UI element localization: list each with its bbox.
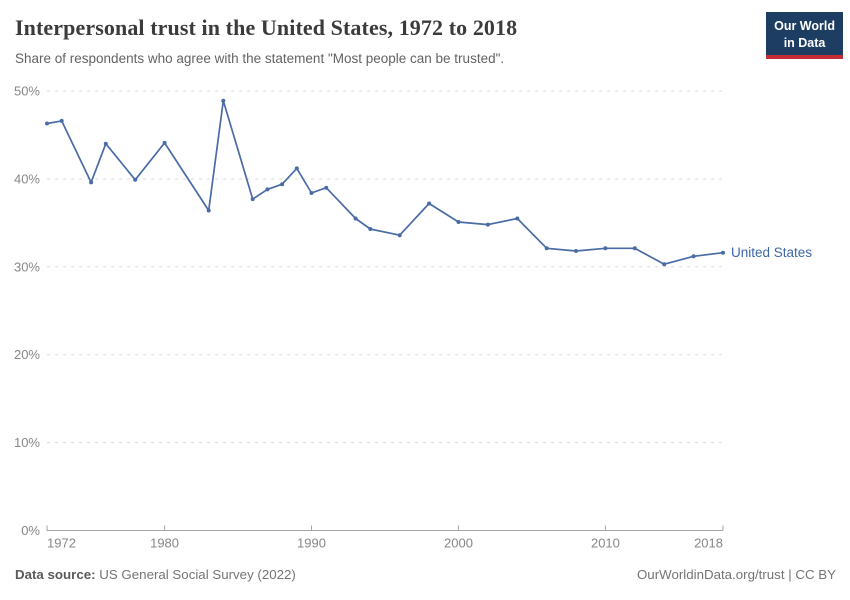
data-point bbox=[721, 250, 725, 255]
data-point bbox=[89, 180, 94, 185]
x-tick-label: 2000 bbox=[444, 536, 473, 551]
data-source-label: Data source: bbox=[15, 567, 96, 582]
data-point bbox=[632, 246, 637, 251]
data-point bbox=[574, 249, 578, 253]
y-tick-label: 10% bbox=[14, 435, 40, 450]
data-point bbox=[515, 216, 520, 221]
data-point bbox=[294, 166, 299, 171]
chart-footer: Data source: US General Social Survey (2… bbox=[15, 567, 836, 582]
data-point bbox=[250, 197, 255, 202]
x-tick-label: 1990 bbox=[297, 536, 326, 551]
owid-logo-line2: in Data bbox=[783, 35, 826, 50]
data-point bbox=[324, 185, 329, 190]
chart-title: Interpersonal trust in the United States… bbox=[15, 15, 518, 40]
data-point bbox=[45, 121, 49, 126]
data-point bbox=[221, 98, 226, 103]
data-point bbox=[662, 262, 667, 267]
data-point bbox=[309, 191, 314, 195]
data-point bbox=[427, 201, 432, 206]
data-point bbox=[691, 254, 696, 259]
x-tick-label: 1972 bbox=[47, 536, 76, 551]
series-label: United States bbox=[731, 245, 812, 260]
data-point bbox=[265, 187, 270, 192]
data-point bbox=[133, 177, 138, 182]
data-source: Data source: US General Social Survey (2… bbox=[15, 567, 296, 582]
data-point bbox=[456, 220, 461, 224]
x-tick-label: 2018 bbox=[694, 536, 723, 551]
data-point bbox=[368, 227, 373, 231]
y-tick-label: 0% bbox=[21, 523, 40, 538]
x-tick-label: 2010 bbox=[591, 536, 620, 551]
y-tick-label: 40% bbox=[14, 171, 40, 186]
credit-text: OurWorldinData.org/trust | CC BY bbox=[636, 567, 836, 582]
data-point bbox=[603, 246, 608, 251]
y-tick-label: 30% bbox=[14, 259, 40, 274]
data-point bbox=[353, 216, 358, 221]
chart-header: Interpersonal trust in the United States… bbox=[15, 13, 755, 67]
data-source-value: US General Social Survey (2022) bbox=[99, 567, 296, 582]
data-point bbox=[544, 246, 549, 251]
data-point bbox=[280, 182, 285, 187]
trust-line bbox=[46, 99, 724, 266]
y-tick-label: 20% bbox=[14, 347, 40, 362]
x-tick-label: 1980 bbox=[150, 536, 179, 551]
owid-logo-line1: Our World bbox=[774, 19, 835, 33]
owid-logo: Our World in Data bbox=[766, 12, 843, 59]
data-point bbox=[103, 141, 108, 146]
data-point bbox=[397, 233, 402, 238]
data-point bbox=[162, 140, 167, 145]
y-tick-label: 50% bbox=[14, 84, 40, 99]
chart-subtitle: Share of respondents who agree with the … bbox=[15, 51, 505, 66]
data-point bbox=[59, 118, 64, 123]
data-point bbox=[206, 208, 211, 213]
data-point bbox=[485, 222, 490, 227]
